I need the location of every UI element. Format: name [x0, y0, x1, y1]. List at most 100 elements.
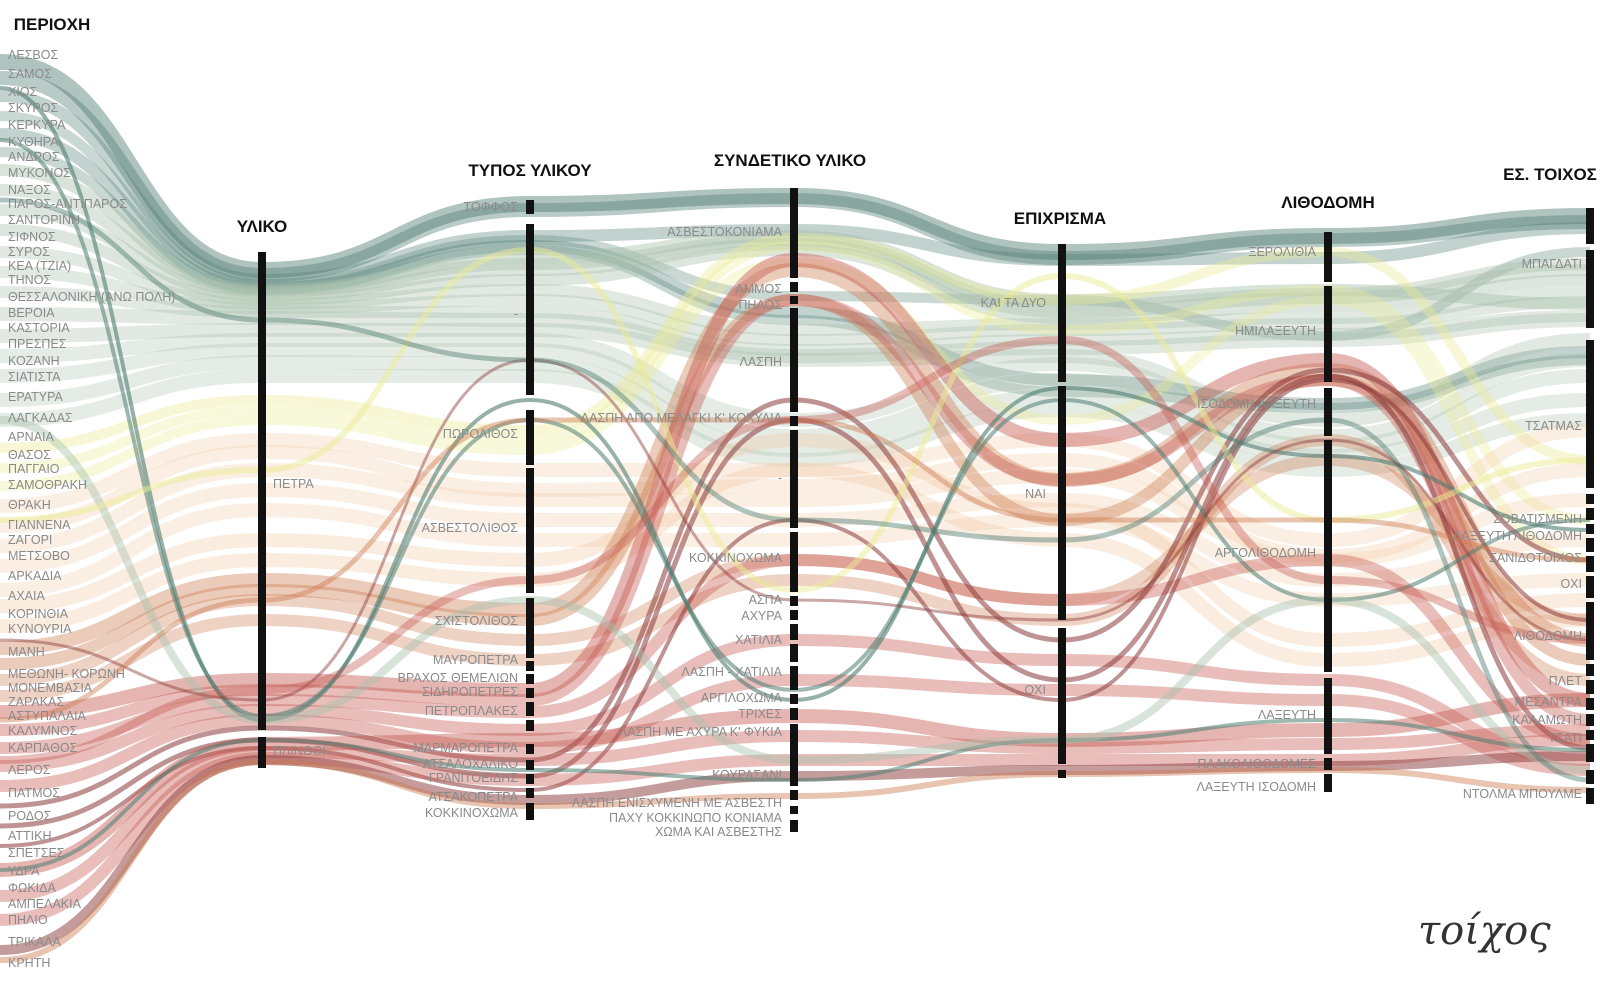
- axis-category-label: ΒΕΡΟΙΑ: [8, 306, 55, 320]
- axis-bar-segment: [790, 790, 798, 800]
- flow-ribbon: [0, 256, 1591, 565]
- axis-category-label: ΑΧΥΡΑ: [741, 609, 782, 623]
- axis-category-label: ΣΑΜΟΣ: [8, 67, 52, 81]
- axis-category-label: ΜΥΚΟΝΟΣ: [8, 166, 71, 180]
- axis-bar-segment: [1586, 770, 1594, 784]
- axis-category-label: ΤΗΝΟΣ: [8, 273, 51, 287]
- axis-category-label: ΠΛΙΝΘΟΙ: [273, 744, 326, 758]
- axis-category-label: ΣΑΜΟΘΡΑΚΗ: [8, 478, 87, 492]
- axis-category-label: ΜΠΑΓΔΑΤΙ: [1522, 257, 1582, 271]
- axis-category-label: ΣΟΒΑΤΙΣΜΕΝΗ: [1493, 512, 1582, 526]
- axis-bar-segment: [1586, 744, 1594, 762]
- axis-category-label: ΘΕΣΣΑΛΟΝΙΚΗ (ΑΝΩ ΠΟΛΗ): [8, 290, 175, 304]
- axis-category-label: ΧΩΜΑ ΚΑΙ ΑΣΒΕΣΤΗΣ: [655, 825, 782, 839]
- axis-category-label: -: [514, 307, 518, 321]
- axis-category-label: ΑΣΒΕΣΤΟΛΙΘΟΣ: [422, 521, 519, 535]
- axis-bar-segment: [790, 596, 798, 606]
- axis-bar-segment: [1586, 664, 1594, 676]
- axis-category-label: ΠΕΤΡΟΠΛΑΚΕΣ: [425, 704, 518, 718]
- axis-bar-segment: [258, 737, 266, 768]
- axis-category-label: ΠΑΡΟΣ-ΑΝΤΙΠΑΡΟΣ: [8, 197, 127, 211]
- axis-category-label: ΥΔΡΑ: [8, 864, 40, 878]
- axis-bar-segment: [1586, 556, 1594, 572]
- axis-category-label: ΚΥΝΟΥΡΙΑ: [8, 622, 72, 636]
- axis-category-label: ΙΣΟΔΟΜΗ ΛΑΞΕΥΤΗ: [1197, 397, 1316, 411]
- axis-category-label: ΑΝΔΡΟΣ: [8, 150, 60, 164]
- axis-bar-segment: [790, 430, 798, 528]
- axis-category-label: ΠΑΓΓΑΙΟ: [8, 462, 60, 476]
- axis-category-label: ΜΑΡΜΑΡΟΠΕΤΡΑ: [413, 741, 518, 755]
- axis-category-label: ΤΟΦΦΟΣ: [463, 200, 518, 214]
- axis-title: ΥΛΙΚΟ: [237, 217, 288, 236]
- axis-category-label: ΠΗΛΟΣ: [738, 298, 782, 312]
- axis-category-label: ΛΑΣΠΗ ΜΕ ΑΧΥΡΑ Κ' ΦΥΚΙΑ: [619, 725, 783, 739]
- axis-bar-segment: [1586, 730, 1594, 740]
- axis-bar-segment: [526, 774, 534, 784]
- axis-category-label: ΠΛΑΚΟΛΙΘΟΔΟΜΕΣ: [1198, 757, 1317, 771]
- axis-bar-segment: [526, 200, 534, 214]
- axis-category-label: ΖΑΡΑΚΑΣ: [8, 695, 64, 709]
- axis-category-label: ΑΤΣΑΛΟΧΑΛΙΚΟ: [423, 757, 518, 771]
- axis-category-label: ΠΛΕΤ: [1549, 674, 1583, 688]
- axis-category-label: ΧΑΤΙΛΙΑ: [735, 633, 783, 647]
- axis-category-label: ΚΕΑ (ΤΖΙΑ): [8, 259, 71, 273]
- axis-bar-segment: [526, 598, 534, 658]
- axis-bar-segment: [790, 188, 798, 278]
- axis-title: ΣΥΝΔΕΤΙΚΟ ΥΛΙΚΟ: [714, 151, 866, 170]
- axis-category-label: ΚΑΣΤΟΡΙΑ: [8, 321, 70, 335]
- axis-category-label: ΠΑΧΥ ΚΟΚΚΙΝΩΠΟ ΚΟΝΙΑΜΑ: [609, 811, 783, 825]
- axis-category-label: ΛΑΞΕΥΤΗ ΛΙΘΟΔΟΜΗ: [1453, 529, 1582, 543]
- axis-bar-segment: [790, 532, 798, 592]
- axis-category-label: ΚΕΡΚΥΡΑ: [8, 118, 66, 132]
- axis-category-label: ΑΣΠΑ: [749, 593, 783, 607]
- axis-category-label: ΑΣΒΕΣΤΟΚΟΝΙΑΜΑ: [667, 225, 783, 239]
- axis-category-label: ΝΑΞΟΣ: [8, 183, 51, 197]
- axis-category-label: ΤΣΑΤΙ: [1548, 731, 1582, 745]
- axis-bar-segment: [790, 708, 798, 720]
- axis-category-label: ΜΟΝΕΜΒΑΣΙΑ: [8, 681, 93, 695]
- axis-headers: ΠΕΡΙΟΧΗ ΥΛΙΚΟ ΤΥΠΟΣ ΥΛΙΚΟΥ ΣΥΝΔΕΤΙΚΟ ΥΛΙΚΟ Ε…: [14, 15, 1597, 236]
- axis-category-label: ΣΚΥΡΟΣ: [8, 101, 58, 115]
- axis-category-label: ΘΡΑΚΗ: [8, 498, 51, 512]
- axis-bar-segment: [1586, 788, 1594, 804]
- axis-bar-segment: [526, 661, 534, 671]
- axis-category-label: ΧΙΟΣ: [8, 85, 38, 99]
- axis-category-label: ΑΤΣΑΚΟΠΕΤΡΑ: [428, 790, 518, 804]
- axis-bar-segment: [790, 806, 798, 814]
- axis-category-label: ΛΕΣΒΟΣ: [8, 48, 58, 62]
- flow-ribbon: [0, 293, 1591, 736]
- axis-category-label: ΑΧΑΙΑ: [8, 589, 45, 603]
- axis-category-label: ΖΑΓΟΡΙ: [8, 533, 52, 547]
- axis-category-label: ΣΑΝΙΔΟΤΟΙΧΟΣ: [1489, 551, 1582, 565]
- axis-category-label: ΓΙΑΝΝΕΝΑ: [8, 518, 71, 532]
- axis-bar-segment: [1586, 714, 1594, 726]
- axis-bar-segment: [790, 296, 798, 304]
- axis-category-label: ΒΡΑΧΟΣ ΘΕΜΕΛΙΩΝ: [398, 671, 518, 685]
- axis-bar-segment: [1586, 602, 1594, 660]
- axis-category-label: ΝΤΟΛΜΑ ΜΠΟΥΛΜΕ: [1463, 787, 1582, 801]
- axis-category-label: ΗΜΙΛΑΞΕΥΤΗ: [1235, 324, 1316, 338]
- flow-ribbon: [0, 71, 1591, 283]
- flow-ribbon: [0, 252, 1591, 719]
- axis-category-label: ΜΑΝΗ: [8, 645, 45, 659]
- axis-category-label: ΕΡΑΤΥΡΑ: [8, 390, 64, 404]
- axis-category-label: ΚΑΛΥΜΝΟΣ: [8, 724, 78, 738]
- axis-category-label: ΦΩΚΙΔΑ: [8, 881, 56, 895]
- axis-category-label: ΛΕΡΟΣ: [8, 763, 51, 777]
- axis-category-label: ΞΕΡΟΛΙΘΙΑ: [1248, 245, 1316, 259]
- axis-category-label: ΟΧΙ: [1024, 683, 1046, 697]
- axis-bar-segment: [526, 674, 534, 684]
- axis-category-label: ΣΙΦΝΟΣ: [8, 230, 56, 244]
- axis-bar-segment: [526, 702, 534, 716]
- axis-category-label: ΑΜΜΟΣ: [735, 282, 782, 296]
- axis-bar-segment: [526, 803, 534, 820]
- axis-title: ΕΣ. ΤΟΙΧΟΣ: [1503, 165, 1597, 184]
- axis-bar-segment: [526, 688, 534, 698]
- axis-category-label: ΟΧΙ: [1560, 577, 1582, 591]
- axis-bar-segment: [790, 724, 798, 786]
- axis-category-label: ΛΑΣΠΗ ΕΝΙΣΧΥΜΕΝΗ ΜΕ ΑΣΒΕΣΤΗ: [572, 796, 782, 810]
- axis-category-label: ΣΙΔΗΡΟΠΕΤΡΕΣ: [422, 685, 518, 699]
- axis-labels: ΛΕΣΒΟΣ ΣΑΜΟΣ ΧΙΟΣ ΣΚΥΡΟΣ ΚΕΡΚΥΡΑ ΚΥΘΗΡΑΑΝΔΡΟΣ…: [8, 48, 1583, 970]
- axis-bar-segment: [526, 410, 534, 465]
